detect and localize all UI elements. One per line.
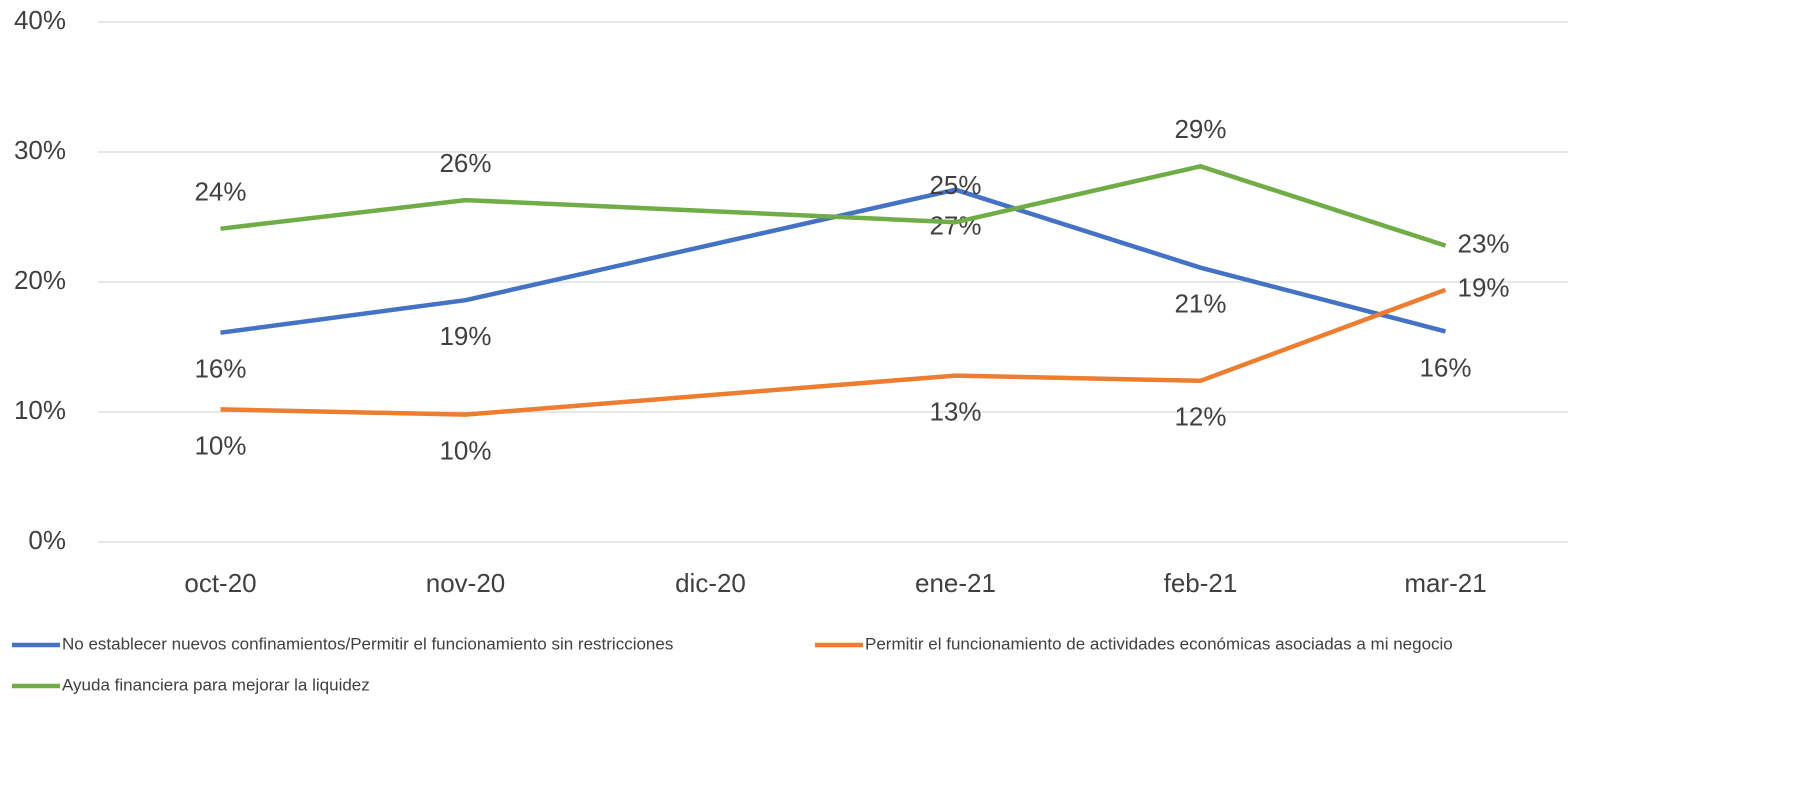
legend-label: Ayuda financiera para mejorar la liquide… (62, 675, 370, 694)
y-tick-label: 20% (14, 265, 66, 295)
data-label: 19% (1458, 273, 1510, 303)
y-tick-label: 30% (14, 135, 66, 165)
x-tick-label: feb-21 (1164, 568, 1238, 598)
y-tick-label: 0% (28, 525, 66, 555)
data-label: 10% (439, 435, 491, 465)
series-line (220, 287, 1447, 417)
series-line (220, 164, 1447, 248)
data-label: 24% (194, 177, 246, 207)
legend-label: Permitir el funcionamiento de actividade… (865, 634, 1453, 653)
x-tick-label: ene-21 (915, 568, 996, 598)
x-tick-label: nov-20 (426, 568, 506, 598)
data-label: 23% (1458, 228, 1510, 258)
y-tick-label: 40% (14, 5, 66, 35)
x-tick-label: mar-21 (1404, 568, 1486, 598)
y-tick-label: 10% (14, 395, 66, 425)
data-label: 16% (194, 354, 246, 384)
legend-label: No establecer nuevos confinamientos/Perm… (62, 634, 673, 653)
data-label: 13% (929, 396, 981, 426)
x-tick-label: dic-20 (675, 568, 746, 598)
data-label: 29% (1174, 114, 1226, 144)
data-label: 27% (929, 211, 981, 241)
data-label: 12% (1174, 402, 1226, 432)
data-label: 26% (439, 148, 491, 178)
series-line (220, 187, 1447, 335)
data-label: 21% (1174, 289, 1226, 319)
data-label: 19% (439, 321, 491, 351)
data-label: 25% (929, 170, 981, 200)
x-tick-label: oct-20 (184, 568, 256, 598)
data-label: 10% (194, 430, 246, 460)
data-label: 16% (1419, 352, 1471, 382)
